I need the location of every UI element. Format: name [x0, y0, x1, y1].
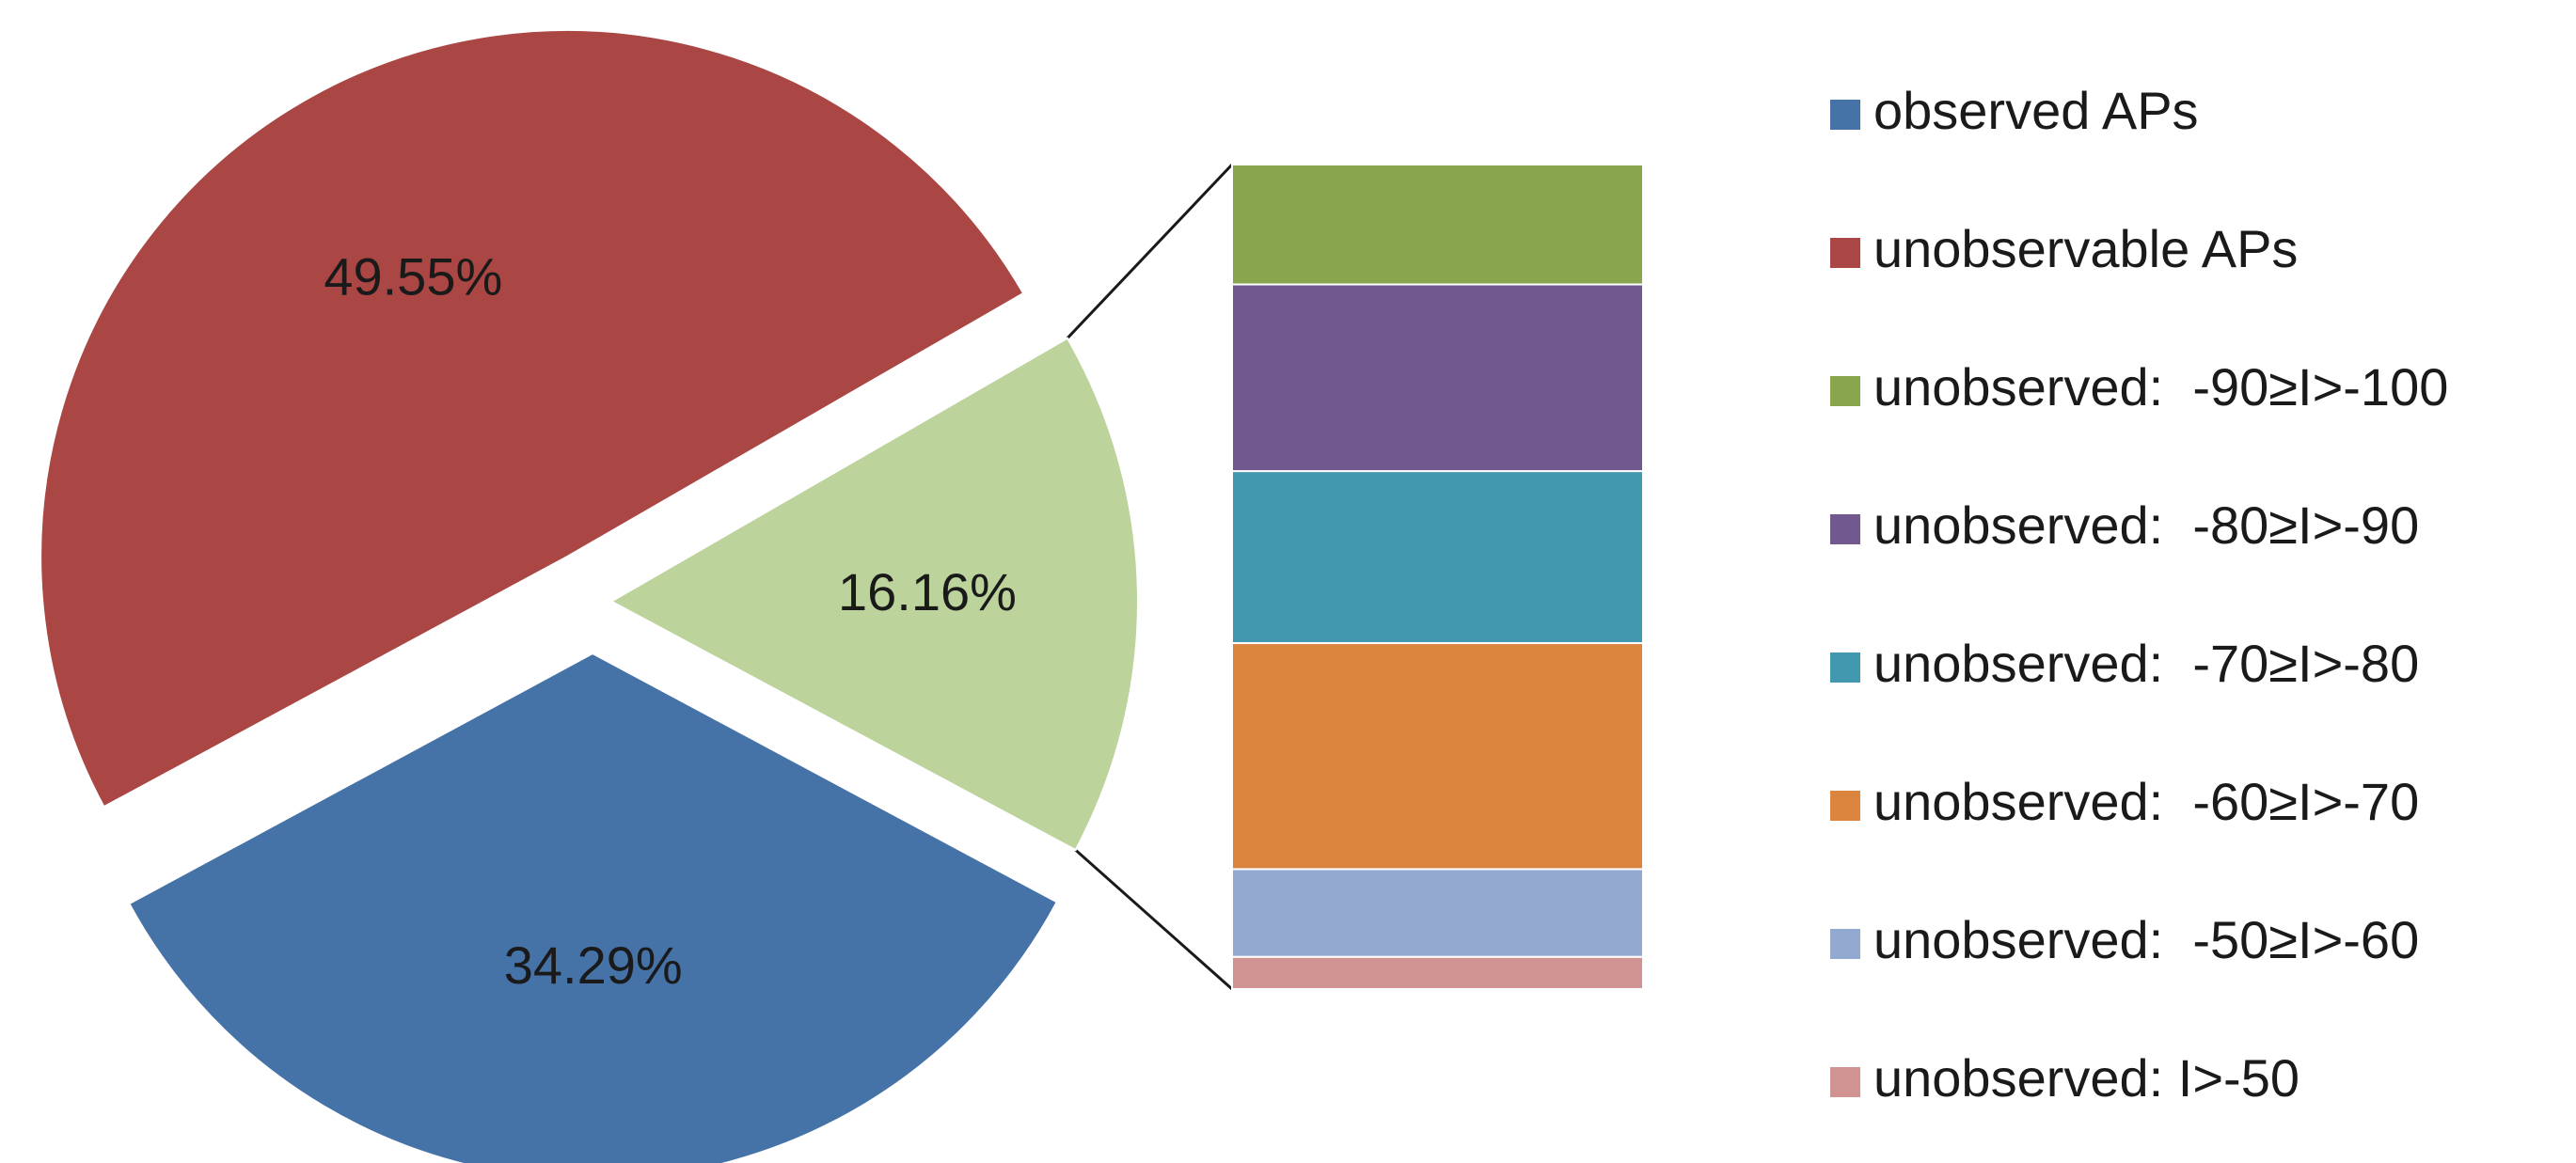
- legend-swatch-unobserved-i-50: [1830, 1067, 1860, 1097]
- pie-slice-observed-aps: [128, 652, 1059, 1163]
- breakdown-bar: [1231, 164, 1644, 990]
- legend-label-unobserved-60-i-70: unobserved: -60≥I>-70: [1873, 772, 2419, 831]
- pie-slice-unobservable-aps: [40, 29, 1025, 809]
- bar-segment-unobserved-90-i-100: [1231, 164, 1644, 286]
- legend-label-observed-aps: observed APs: [1873, 81, 2199, 140]
- legend-swatch-unobserved-80-i-90: [1830, 514, 1860, 544]
- legend-label-unobserved-80-i-90: unobserved: -80≥I>-90: [1873, 495, 2419, 555]
- pie-slice-label-unobserved: 16.16%: [838, 562, 1017, 621]
- pie-slice-unobserved: [608, 337, 1139, 852]
- pie-slice-label-observed-aps: 34.29%: [504, 935, 683, 995]
- bar-segment-unobserved-50-i-60: [1231, 868, 1644, 958]
- legend-label-unobserved-50-i-60: unobserved: -50≥I>-60: [1873, 910, 2419, 969]
- legend: observed APs unobservable APs unobserved: …: [1830, 81, 2448, 1108]
- legend-label-unobserved-90-i-100: unobserved: -90≥I>-100: [1873, 357, 2448, 416]
- bar-segment-unobserved-i-50: [1231, 955, 1644, 990]
- pie: 16.16% 34.29% 49.55%: [40, 29, 1139, 1163]
- legend-swatch-unobserved-60-i-70: [1830, 791, 1860, 821]
- legend-label-unobservable-aps: unobservable APs: [1873, 219, 2298, 278]
- legend-swatch-unobserved-70-i-80: [1830, 652, 1860, 683]
- connector-lines: [1066, 163, 1234, 991]
- legend-label-unobserved-i-50: unobserved: I>-50: [1873, 1048, 2299, 1108]
- legend-swatch-unobserved-50-i-60: [1830, 929, 1860, 959]
- connector-line-top: [1066, 163, 1234, 339]
- bar-segment-unobserved-80-i-90: [1231, 283, 1644, 473]
- legend-swatch-unobserved-90-i-100: [1830, 376, 1860, 406]
- legend-label-unobserved-70-i-80: unobserved: -70≥I>-80: [1873, 634, 2419, 693]
- connector-line-bottom: [1074, 848, 1233, 991]
- legend-swatch-observed-aps: [1830, 100, 1860, 130]
- bar-segment-unobserved-60-i-70: [1231, 642, 1644, 871]
- legend-swatch-unobservable-aps: [1830, 238, 1860, 268]
- pie-slice-label-unobservable-aps: 49.55%: [324, 246, 502, 306]
- bar-segment-unobserved-70-i-80: [1231, 470, 1644, 645]
